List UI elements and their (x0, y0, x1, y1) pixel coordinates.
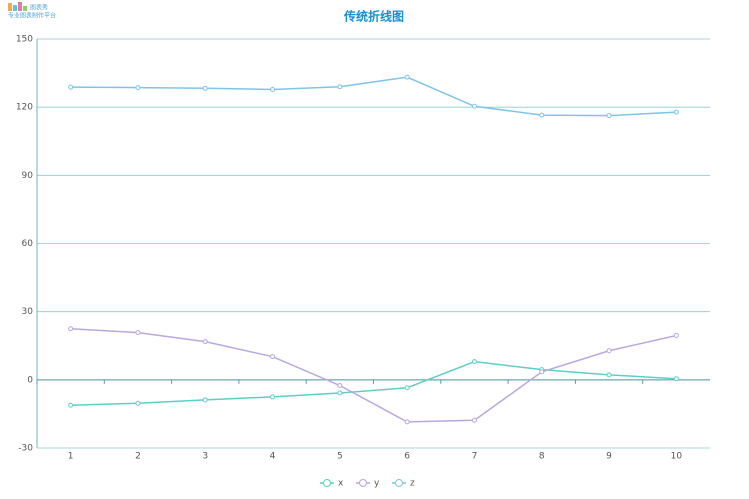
logo-icon (18, 2, 22, 11)
y-tick-label: 90 (22, 171, 34, 181)
x-tick-label: 4 (270, 452, 276, 462)
point (673, 376, 679, 382)
point (68, 402, 74, 408)
point (68, 326, 74, 332)
legend-label: z (410, 479, 415, 489)
point (270, 354, 276, 360)
y-tick-label: 0 (27, 375, 33, 385)
point (471, 359, 477, 365)
line (70, 360, 677, 407)
legend-icon (323, 479, 331, 487)
point (471, 417, 477, 423)
legend-icon (395, 479, 403, 487)
legend-label: x (338, 479, 344, 489)
point (606, 113, 612, 119)
y-tick-label: 120 (16, 103, 33, 113)
point (135, 330, 141, 336)
x-tick-label: 8 (539, 452, 545, 462)
point (404, 385, 410, 391)
point (202, 339, 208, 345)
line (70, 327, 677, 423)
point (270, 86, 276, 92)
point (202, 397, 208, 403)
point (404, 74, 410, 80)
x-tick-label: 6 (404, 452, 410, 462)
point (68, 84, 74, 90)
point (337, 84, 343, 90)
point (471, 103, 477, 109)
line (70, 76, 677, 117)
x-tick-label: 7 (472, 452, 478, 462)
x-tick-label: 5 (337, 452, 343, 462)
y-tick-label: -30 (18, 444, 33, 454)
point (270, 394, 276, 400)
point (404, 419, 410, 425)
legend-label: y (374, 479, 380, 489)
point (135, 85, 141, 91)
y-tick-label: 150 (16, 35, 33, 45)
point (606, 372, 612, 378)
x-tick-label: 3 (202, 452, 208, 462)
x-tick-label: 1 (68, 452, 74, 462)
logo-icon (13, 5, 17, 11)
x-tick-label: 9 (606, 452, 612, 462)
logo-name: 图表秀 (30, 4, 48, 12)
x-tick-label: 2 (135, 452, 141, 462)
point (606, 348, 612, 354)
chart-title: 传统折线图 (343, 9, 404, 24)
point (539, 369, 545, 375)
y-tick-label: 60 (22, 239, 34, 249)
logo-icon (23, 6, 27, 11)
point (337, 390, 343, 396)
point (135, 400, 141, 406)
y-tick-label: 30 (22, 307, 34, 317)
logo-slogan: 专业图表制作平台 (8, 12, 56, 20)
point (539, 112, 545, 118)
logo-icon (8, 3, 12, 11)
point (673, 333, 679, 339)
x-tick-label: 10 (671, 452, 683, 462)
point (202, 85, 208, 91)
legend-icon (359, 479, 367, 487)
point (673, 109, 679, 115)
point (337, 383, 343, 389)
